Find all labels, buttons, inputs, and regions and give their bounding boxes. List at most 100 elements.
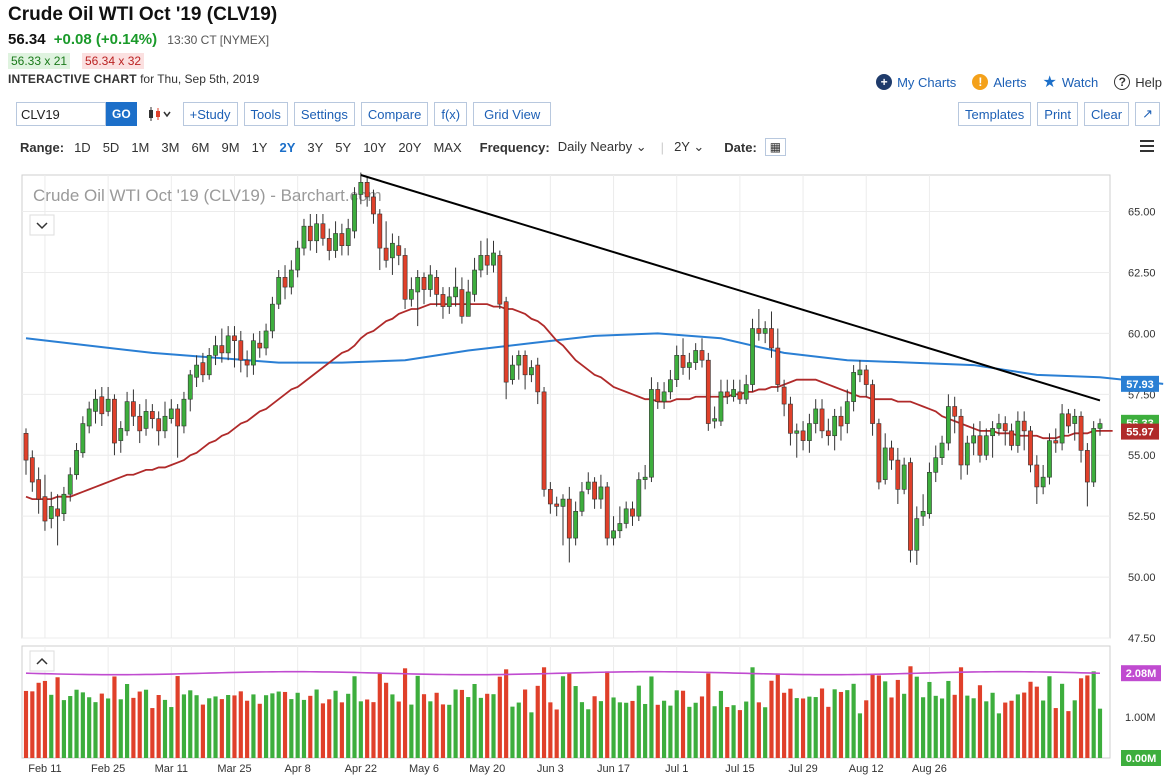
compare-button[interactable]: Compare: [360, 102, 429, 126]
volume-bar: [371, 702, 376, 758]
range-option-1y[interactable]: 1Y: [251, 139, 268, 155]
range-option-5y[interactable]: 5Y: [335, 139, 352, 155]
range-option-5d[interactable]: 5D: [102, 139, 120, 155]
candle: [788, 403, 793, 434]
volume-bar: [377, 673, 382, 758]
watch-label: Watch: [1061, 74, 1099, 90]
candle: [459, 289, 465, 317]
range-option-20y[interactable]: 20Y: [398, 139, 422, 155]
volume-bar: [586, 709, 591, 758]
volume-bar: [1097, 708, 1103, 758]
watch-link[interactable]: ★ Watch: [1043, 72, 1099, 92]
alerts-label: Alerts: [993, 74, 1027, 90]
volume-bar: [1009, 700, 1014, 758]
grid-view-button[interactable]: Grid View: [473, 102, 552, 126]
candle: [503, 301, 509, 383]
print-button[interactable]: Print: [1037, 102, 1079, 126]
my-charts-link[interactable]: + My Charts: [876, 74, 956, 90]
candle: [263, 330, 269, 349]
add-study-button[interactable]: +Study: [182, 102, 238, 126]
volume-bar: [952, 694, 957, 758]
quote-line: 56.34 +0.08 (+0.14%) 13:30 CT [NYMEX]: [8, 31, 269, 48]
range-option-3m[interactable]: 3M: [161, 139, 180, 155]
volume-bar: [289, 699, 294, 758]
candle: [547, 489, 553, 505]
volume-bar: [478, 697, 483, 758]
candle: [945, 406, 951, 444]
volume-bar: [295, 692, 300, 758]
x-tick-label: Aug 26: [912, 763, 947, 775]
volume-bar: [554, 709, 559, 758]
volume-bar: [706, 673, 711, 758]
volume-bar: [541, 667, 547, 758]
settings-button[interactable]: Settings: [293, 102, 355, 126]
candle: [276, 277, 282, 305]
period-select[interactable]: 2Y ⌄: [674, 139, 704, 155]
candle: [137, 415, 143, 432]
candle: [585, 481, 591, 490]
range-option-3y[interactable]: 3Y: [307, 139, 324, 155]
clear-button[interactable]: Clear: [1084, 102, 1130, 126]
range-option-1m[interactable]: 1M: [131, 139, 150, 155]
symbol-input[interactable]: [16, 102, 106, 126]
candle: [579, 491, 585, 512]
function-button[interactable]: f(x): [434, 102, 468, 126]
range-option-9m[interactable]: 9M: [221, 139, 240, 155]
candle: [61, 493, 67, 515]
candle: [143, 411, 149, 429]
calendar-button[interactable]: ▦: [764, 138, 787, 156]
my-charts-label: My Charts: [897, 74, 957, 90]
alerts-link[interactable]: ! Alerts: [972, 74, 1027, 90]
volume-bar: [756, 702, 761, 758]
candle: [592, 481, 597, 500]
candle: [1002, 423, 1008, 432]
quote-time: 13:30 CT [NYMEX]: [167, 33, 270, 47]
candlestick-icon: [148, 107, 171, 121]
chart-type-button[interactable]: [142, 102, 177, 126]
volume-bar: [415, 675, 420, 758]
frequency-select[interactable]: Daily Nearby ⌄: [558, 139, 647, 155]
candle: [901, 464, 907, 490]
volume-bar: [459, 689, 465, 758]
candle: [453, 286, 458, 298]
candle: [623, 508, 629, 524]
page-title: Crude Oil WTI Oct '19 (CLV19): [8, 4, 278, 25]
menu-button[interactable]: [1140, 140, 1154, 155]
candle: [377, 213, 383, 249]
range-option-1d[interactable]: 1D: [74, 139, 91, 155]
candle: [914, 518, 920, 551]
candle: [541, 391, 547, 490]
candle: [844, 401, 850, 424]
candle: [314, 223, 319, 242]
candle: [295, 247, 301, 271]
candle: [156, 418, 162, 432]
volume-bar: [232, 695, 237, 758]
candle: [67, 474, 73, 495]
volume-bar: [851, 683, 856, 758]
tools-button[interactable]: Tools: [243, 102, 288, 126]
go-button[interactable]: GO: [106, 102, 137, 126]
candle: [781, 386, 787, 405]
range-option-max[interactable]: MAX: [433, 139, 462, 155]
volume-bar: [440, 704, 446, 758]
y-tick-label: 62.50: [1128, 267, 1156, 279]
expand-button[interactable]: ↗: [1135, 102, 1160, 126]
last-price-label-box: [1121, 414, 1159, 431]
range-option-2y[interactable]: 2Y: [279, 139, 296, 155]
volume-bar: [257, 703, 262, 758]
volume-bar: [718, 690, 724, 758]
volume-bar: [175, 676, 180, 758]
candle: [554, 503, 560, 507]
range-option-6m[interactable]: 6M: [191, 139, 210, 155]
volume-bar: [864, 700, 869, 758]
volume-bar: [1041, 700, 1046, 758]
help-link[interactable]: ? Help: [1114, 74, 1162, 90]
candle: [825, 430, 831, 437]
templates-button[interactable]: Templates: [958, 102, 1032, 126]
volume-bar: [181, 694, 187, 758]
range-option-10y[interactable]: 10Y: [363, 139, 387, 155]
candle: [383, 247, 389, 261]
candle: [737, 391, 743, 400]
volume-bar: [112, 676, 117, 758]
volume-bar: [813, 697, 818, 758]
